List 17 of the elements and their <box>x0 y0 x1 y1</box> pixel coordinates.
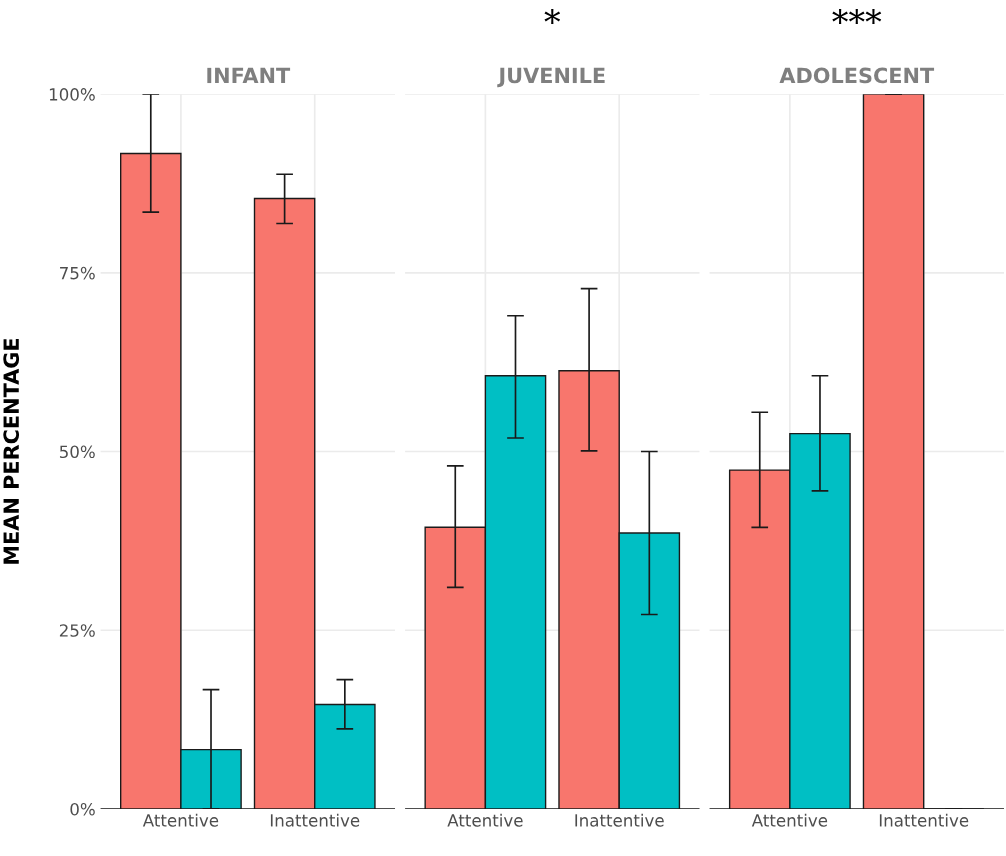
y-tick-label: 0% <box>70 802 95 816</box>
y-tick-label: 25% <box>59 624 95 637</box>
chart-title: ADOLESCENT <box>779 67 935 84</box>
x-tick-label: Inattentive <box>575 813 664 827</box>
text: *** <box>832 8 882 25</box>
x-tick-label: Inattentive <box>270 813 360 827</box>
x-tick-label: Attentive <box>142 813 219 827</box>
text: * <box>544 8 561 25</box>
chart-title: JUVENILE <box>497 67 605 88</box>
y-tick-label: 50% <box>59 445 95 459</box>
x-tick-label: Inattentive <box>879 813 969 827</box>
y-tick-label: 75% <box>60 266 95 280</box>
y-axis-title: MEAN PERCENTAGE <box>3 338 20 564</box>
chart-title: INFANT <box>207 67 291 84</box>
y-tick-label: 100% <box>49 88 95 101</box>
x-tick-label: Attentive <box>751 813 828 827</box>
x-tick-label: Attentive <box>447 813 523 827</box>
